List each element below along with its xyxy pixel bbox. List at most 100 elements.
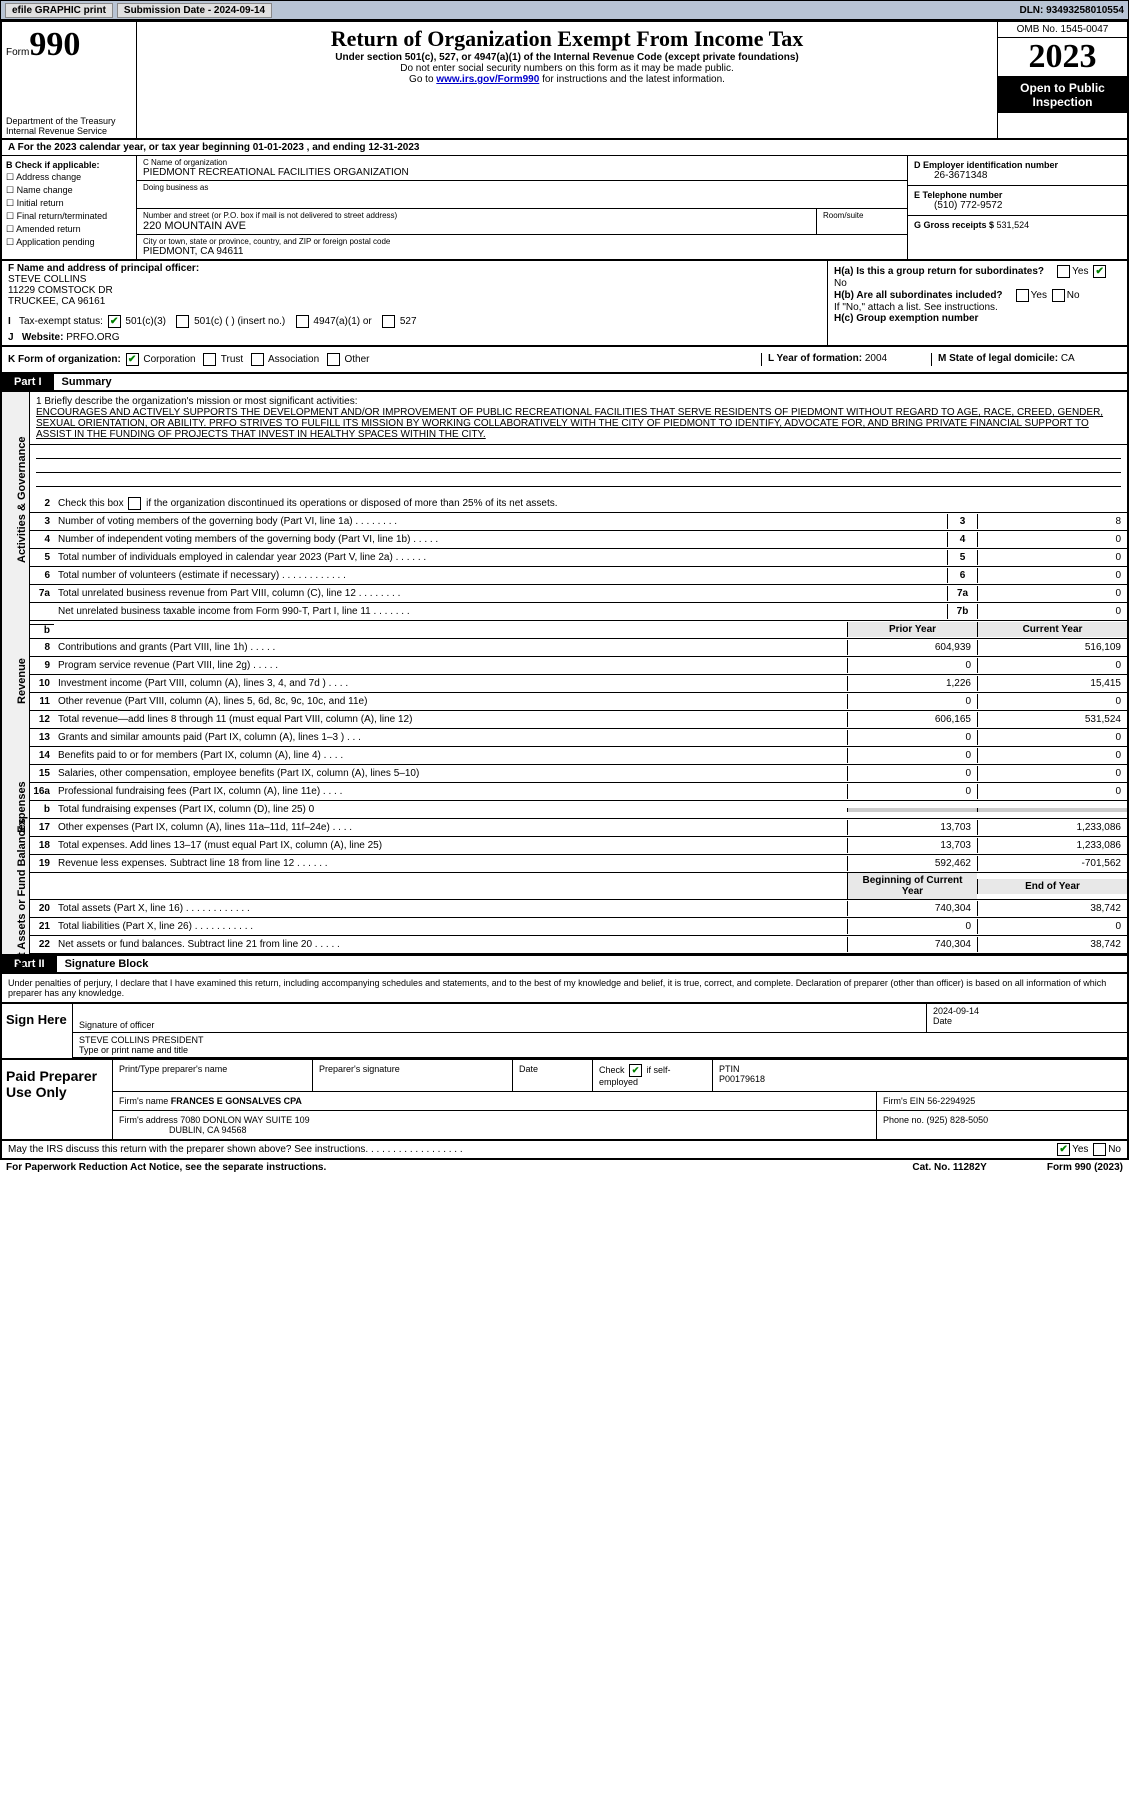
chk-501c3[interactable] (108, 315, 121, 328)
k-label: K Form of organization: (8, 354, 121, 365)
j-label: Website: (22, 332, 66, 343)
chk-ha-no[interactable] (1093, 265, 1106, 278)
table-row: 13Grants and similar amounts paid (Part … (30, 729, 1127, 747)
year-formation: 2004 (865, 353, 887, 364)
form-header: Form990 Department of the Treasury Inter… (0, 20, 1129, 140)
table-row: 14Benefits paid to or for members (Part … (30, 747, 1127, 765)
irs-discuss-row: May the IRS discuss this return with the… (0, 1141, 1129, 1160)
chk-other[interactable] (327, 353, 340, 366)
i-4947: 4947(a)(1) or (313, 316, 371, 327)
part1-tag: Part I (2, 374, 54, 390)
table-row: 17Other expenses (Part IX, column (A), l… (30, 819, 1127, 837)
table-row: 4Number of independent voting members of… (30, 531, 1127, 549)
col-date: Date (513, 1060, 593, 1091)
form-number: 990 (29, 26, 80, 63)
table-row: 20Total assets (Part X, line 16) . . . .… (30, 900, 1127, 918)
table-row: 8Contributions and grants (Part VIII, li… (30, 639, 1127, 657)
table-row: 22Net assets or fund balances. Subtract … (30, 936, 1127, 954)
ha-label: H(a) Is this a group return for subordin… (834, 266, 1044, 277)
officer-name: STEVE COLLINS (8, 274, 821, 285)
i-501c: 501(c) ( ) (insert no.) (194, 316, 285, 327)
chk-527[interactable] (382, 315, 395, 328)
chk-self-employed[interactable] (629, 1064, 642, 1077)
side-net: Net Assets or Fund Balances (16, 870, 28, 970)
department-label: Department of the Treasury Internal Reve… (6, 116, 136, 136)
table-row: 16aProfessional fundraising fees (Part I… (30, 783, 1127, 801)
part1-activities-governance: Activities & Governance 1 Briefly descri… (0, 392, 1129, 621)
efile-button[interactable]: efile GRAPHIC print (5, 3, 113, 18)
chk-address-change[interactable]: Address change (6, 172, 132, 183)
phone-value: (510) 772-9572 (914, 200, 1121, 211)
f-label: F Name and address of principal officer: (8, 263, 821, 274)
firm-addr2: DUBLIN, CA 94568 (169, 1125, 247, 1135)
form-footer: Form 990 (2023) (1047, 1162, 1123, 1173)
i-label: Tax-exempt status: (19, 316, 103, 327)
row-a-calendar-year: A For the 2023 calendar year, or tax yea… (0, 140, 1129, 156)
part1-expenses: Expenses 13Grants and similar amounts pa… (0, 729, 1129, 873)
chk-name-change[interactable]: Name change (6, 185, 132, 196)
hdr-prior: Prior Year (847, 622, 977, 637)
g-label: G Gross receipts $ (914, 220, 997, 230)
paid-prep-label: Paid Preparer Use Only (2, 1060, 112, 1139)
table-row: 11Other revenue (Part VIII, column (A), … (30, 693, 1127, 711)
chk-initial-return[interactable]: Initial return (6, 198, 132, 209)
goto-pre: Go to (409, 74, 436, 85)
chk-trust[interactable] (203, 353, 216, 366)
city-value: PIEDMONT, CA 94611 (143, 246, 901, 257)
goto-post: for instructions and the latest informat… (539, 74, 725, 85)
officer-addr2: TRUCKEE, CA 96161 (8, 296, 821, 307)
part2-tag: Part II (2, 956, 57, 972)
gross-receipts: 531,524 (997, 220, 1030, 230)
firm-ein: 56-2294925 (927, 1096, 975, 1106)
paperwork-notice: For Paperwork Reduction Act Notice, see … (6, 1162, 912, 1173)
line2-text: Check this box if the organization disco… (58, 498, 558, 509)
room-label: Room/suite (823, 211, 901, 220)
topbar: efile GRAPHIC print Submission Date - 20… (0, 0, 1129, 20)
chk-hb-yes[interactable] (1016, 289, 1029, 302)
chk-line2[interactable] (128, 497, 141, 510)
chk-discuss-yes[interactable] (1057, 1143, 1070, 1156)
chk-application-pending[interactable]: Application pending (6, 237, 132, 248)
dba-label: Doing business as (143, 183, 901, 192)
i-501c3: 501(c)(3) (125, 316, 166, 327)
col-print-name: Print/Type preparer's name (113, 1060, 313, 1091)
table-row: bTotal fundraising expenses (Part IX, co… (30, 801, 1127, 819)
domicile-state: CA (1061, 353, 1075, 364)
l-label: L Year of formation: (768, 353, 865, 364)
website-value: PRFO.ORG (66, 332, 119, 343)
chk-final-return[interactable]: Final return/terminated (6, 211, 132, 222)
m-label: M State of legal domicile: (938, 353, 1061, 364)
table-row: 7aTotal unrelated business revenue from … (30, 585, 1127, 603)
street-label: Number and street (or P.O. box if mail i… (143, 211, 810, 220)
chk-hb-no[interactable] (1052, 289, 1065, 302)
hb-label: H(b) Are all subordinates included? (834, 290, 1003, 301)
footer-last: For Paperwork Reduction Act Notice, see … (0, 1160, 1129, 1175)
chk-discuss-no[interactable] (1093, 1143, 1106, 1156)
chk-4947[interactable] (296, 315, 309, 328)
table-row: 5Total number of individuals employed in… (30, 549, 1127, 567)
firm-addr1: 7080 DONLON WAY SUITE 109 (180, 1115, 309, 1125)
city-label: City or town, state or province, country… (143, 237, 901, 246)
form-word: Form (6, 47, 29, 58)
table-row: 6Total number of volunteers (estimate if… (30, 567, 1127, 585)
row-k-l-m: K Form of organization: Corporation Trus… (0, 347, 1129, 374)
sign-date: 2024-09-14 (933, 1006, 1121, 1016)
chk-assoc[interactable] (251, 353, 264, 366)
part1-net-assets: Net Assets or Fund Balances Beginning of… (0, 873, 1129, 956)
signature-declaration: Under penalties of perjury, I declare th… (0, 974, 1129, 1004)
table-row: 19Revenue less expenses. Subtract line 1… (30, 855, 1127, 873)
part1-header: Part I Summary (0, 374, 1129, 392)
submission-date-button[interactable]: Submission Date - 2024-09-14 (117, 3, 272, 18)
sign-here-block: Sign Here Signature of officer 2024-09-1… (0, 1004, 1129, 1060)
firm-name: FRANCES E GONSALVES CPA (171, 1096, 302, 1106)
table-row: Net unrelated business taxable income fr… (30, 603, 1127, 621)
b-header: B Check if applicable: (6, 160, 132, 170)
chk-501c[interactable] (176, 315, 189, 328)
chk-amended-return[interactable]: Amended return (6, 224, 132, 235)
chk-corp[interactable] (126, 353, 139, 366)
irs-link[interactable]: www.irs.gov/Form990 (436, 74, 539, 85)
c-label: C Name of organization (143, 158, 901, 167)
chk-ha-yes[interactable] (1057, 265, 1070, 278)
i-527: 527 (400, 316, 417, 327)
hdr-end: End of Year (977, 879, 1127, 894)
